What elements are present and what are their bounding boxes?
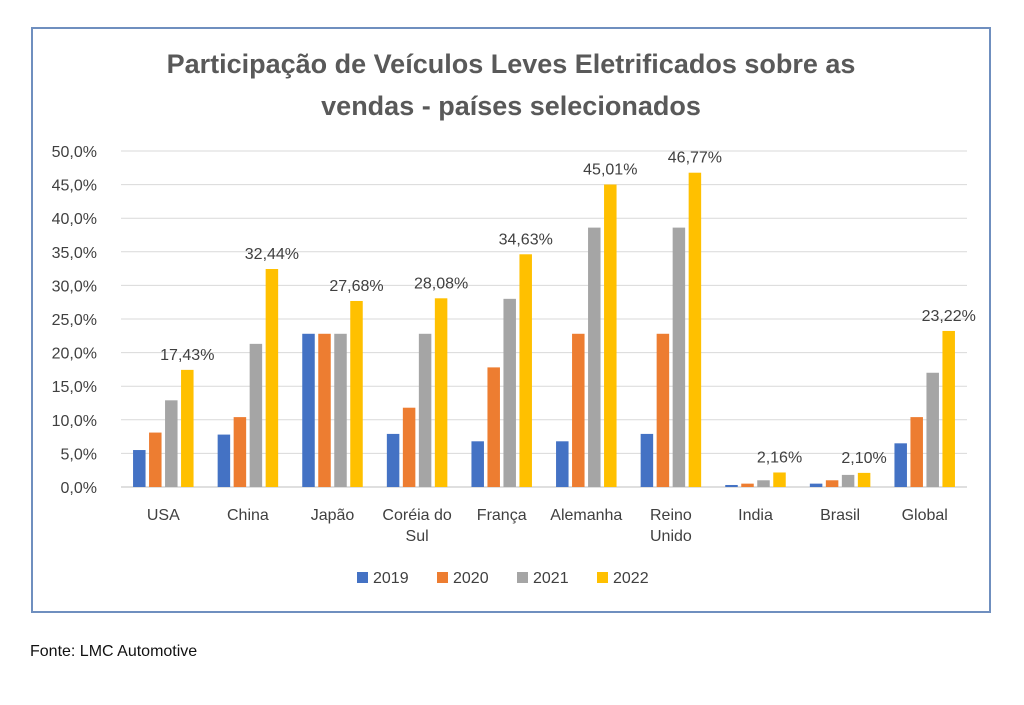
bar-2021	[926, 372, 939, 487]
legend-swatch	[437, 572, 448, 583]
x-tick-label: India	[738, 507, 773, 524]
x-tick-label: Sul	[406, 528, 429, 545]
bar-2019	[640, 433, 654, 487]
data-label: 32,44%	[245, 246, 299, 263]
bar-2021	[672, 227, 686, 487]
data-label: 27,68%	[329, 278, 383, 295]
data-label: 2,10%	[841, 450, 886, 467]
bar-2021	[249, 343, 263, 487]
bar-2022	[434, 298, 448, 487]
bar-2020	[149, 432, 162, 487]
x-tick-label: França	[477, 507, 527, 524]
legend-swatch	[597, 572, 608, 583]
y-tick-label: 25,0%	[52, 312, 97, 329]
x-tick-label: Japão	[311, 507, 355, 524]
data-label: 28,08%	[414, 275, 468, 292]
x-tick-label: Coréia do	[382, 507, 451, 524]
x-tick-label: Brasil	[820, 507, 860, 524]
data-label: 45,01%	[583, 162, 637, 179]
bar-2019	[556, 441, 569, 487]
source-note: Fonte: LMC Automotive	[30, 643, 198, 660]
y-tick-label: 20,0%	[52, 346, 97, 363]
bar-2022	[942, 330, 955, 487]
bar-2019	[809, 483, 823, 487]
x-tick-label: China	[227, 507, 269, 524]
data-label: 23,22%	[922, 308, 976, 325]
y-tick-label: 35,0%	[52, 245, 97, 262]
data-label: 17,43%	[160, 347, 214, 364]
bar-2021	[334, 333, 347, 487]
bar-2020	[910, 417, 923, 487]
bar-2020	[825, 480, 839, 487]
bar-2021	[757, 480, 770, 487]
bar-2020	[402, 407, 416, 487]
bar-2019	[471, 441, 484, 487]
bar-2021	[588, 227, 601, 487]
data-label: 2,16%	[757, 449, 802, 466]
bar-2022	[688, 172, 702, 487]
legend-label: 2021	[533, 570, 569, 587]
chart-frame: Participação de Veículos Leves Eletrific…	[31, 27, 991, 613]
legend-swatch	[357, 572, 368, 583]
legend-swatch	[517, 572, 528, 583]
bar-2021	[841, 474, 855, 487]
y-tick-label: 5,0%	[61, 446, 97, 463]
chart-title-line: vendas - países selecionados	[321, 91, 701, 121]
chart-title-line: Participação de Veículos Leves Eletrific…	[167, 49, 856, 79]
bar-2021	[418, 333, 432, 487]
x-tick-label: USA	[147, 507, 180, 524]
bar-2019	[302, 333, 315, 487]
x-tick-label: Alemanha	[550, 507, 622, 524]
bar-2022	[350, 300, 363, 487]
bar-2022	[857, 472, 871, 487]
bar-chart: Participação de Veículos Leves Eletrific…	[52, 49, 976, 587]
bar-2022	[265, 269, 279, 487]
legend-label: 2020	[453, 570, 489, 587]
bar-2020	[233, 417, 247, 487]
data-label: 46,77%	[668, 150, 722, 167]
x-tick-label: Unido	[650, 528, 692, 545]
y-tick-label: 40,0%	[52, 211, 97, 228]
bar-2019	[386, 433, 400, 487]
y-tick-label: 50,0%	[52, 144, 97, 161]
bar-2020	[487, 367, 500, 487]
bar-2019	[725, 484, 738, 487]
bar-2022	[181, 369, 194, 487]
bar-2022	[604, 184, 617, 487]
bar-2021	[503, 298, 516, 487]
bar-2020	[572, 333, 585, 487]
bar-2019	[894, 443, 907, 487]
legend-label: 2022	[613, 570, 649, 587]
bar-2020	[656, 333, 670, 487]
y-tick-label: 30,0%	[52, 278, 97, 295]
bar-2021	[165, 400, 178, 487]
x-tick-label: Global	[902, 507, 948, 524]
y-tick-label: 0,0%	[61, 480, 97, 497]
y-tick-label: 15,0%	[52, 379, 97, 396]
bar-2019	[133, 450, 146, 487]
x-tick-label: Reino	[650, 507, 692, 524]
bar-2020	[318, 333, 331, 487]
data-label: 34,63%	[499, 231, 553, 248]
y-tick-label: 45,0%	[52, 178, 97, 195]
bar-2019	[217, 434, 231, 487]
y-tick-label: 10,0%	[52, 413, 97, 430]
bar-2022	[773, 472, 786, 487]
bar-2020	[741, 483, 754, 487]
bar-2022	[519, 254, 532, 487]
legend-label: 2019	[373, 570, 409, 587]
